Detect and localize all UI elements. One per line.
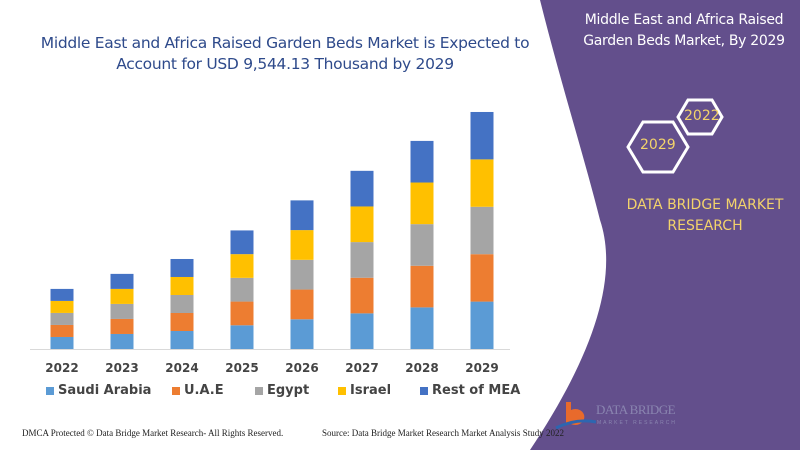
bar-segment-2027-israel xyxy=(350,206,374,243)
legend-item: Israel xyxy=(338,383,391,398)
hexagon-2022 xyxy=(676,98,724,136)
bar-segment-2029-u-a-e xyxy=(470,254,494,302)
bar-segment-2028-egypt xyxy=(410,224,434,266)
legend-swatch xyxy=(172,386,180,395)
bar-segment-2026-egypt xyxy=(290,259,314,290)
bar-segment-2023-israel xyxy=(110,288,134,304)
bar-segment-2024-saudi-arabia xyxy=(170,330,194,349)
bar-segment-2027-rest-of-mea xyxy=(350,170,374,207)
logo-subtext: MARKET RESEARCH xyxy=(597,420,677,426)
bar-segment-2024-israel xyxy=(170,276,194,295)
bar-segment-2024-u-a-e xyxy=(170,312,194,331)
bar-segment-2024-egypt xyxy=(170,294,194,313)
bar-segment-2023-rest-of-mea xyxy=(110,273,134,289)
bar-segment-2025-u-a-e xyxy=(230,301,254,326)
hex-label-2022: 2022 xyxy=(684,108,720,124)
bar-segment-2029-egypt xyxy=(470,206,494,255)
bar-segment-2025-rest-of-mea xyxy=(230,230,254,255)
side-panel-background xyxy=(530,0,800,450)
bar-segment-2023-u-a-e xyxy=(110,318,134,334)
legend-label: U.A.E xyxy=(184,383,224,398)
legend-label: Egypt xyxy=(267,383,310,398)
x-tick-label: 2026 xyxy=(285,361,318,375)
legend-item: Saudi Arabia xyxy=(46,383,151,398)
legend-swatch xyxy=(255,386,263,395)
brand-text: DATA BRIDGE MARKET RESEARCH xyxy=(626,197,784,234)
stacked-bar-chart: 2022 2023 2024 2025 2026 2027 2028 2029 xyxy=(30,111,510,375)
bar-segment-2027-egypt xyxy=(350,242,374,278)
x-tick-label: 2024 xyxy=(165,361,198,375)
x-tick-label: 2022 xyxy=(45,361,78,375)
bar-segment-2027-u-a-e xyxy=(350,277,374,314)
x-tick-label: 2025 xyxy=(225,361,258,375)
x-tick-label: 2028 xyxy=(405,361,438,375)
side-panel-title: Middle East and Africa Raised Garden Bed… xyxy=(583,12,785,49)
bar-segment-2029-rest-of-mea xyxy=(470,111,494,160)
bar-segment-2028-rest-of-mea xyxy=(410,140,434,183)
legend-swatch xyxy=(420,386,428,395)
bar-segment-2026-rest-of-mea xyxy=(290,200,314,231)
legend-label: Rest of MEA xyxy=(432,383,521,398)
bar-segment-2025-saudi-arabia xyxy=(230,325,254,349)
bar-segment-2026-israel xyxy=(290,230,314,260)
bar-segment-2022-saudi-arabia xyxy=(50,336,74,349)
logo-text: DATA BRIDGE xyxy=(596,402,676,417)
hex-label-2029: 2029 xyxy=(640,137,676,153)
hexagon-2029 xyxy=(626,120,690,174)
bar-segment-2022-israel xyxy=(50,300,74,313)
chart-title: Middle East and Africa Raised Garden Bed… xyxy=(40,34,530,73)
bar-segment-2026-saudi-arabia xyxy=(290,319,314,349)
legend-label: Saudi Arabia xyxy=(58,383,152,398)
x-tick-label: 2029 xyxy=(465,361,498,375)
bar-segment-2023-saudi-arabia xyxy=(110,333,134,349)
bar-segment-2029-israel xyxy=(470,159,494,207)
bar-segment-2023-egypt xyxy=(110,303,134,319)
footer-copyright: DMCA Protected © Data Bridge Market Rese… xyxy=(22,428,284,438)
x-tick-label: 2027 xyxy=(345,361,378,375)
bar-segment-2028-saudi-arabia xyxy=(410,307,434,349)
legend-label: Israel xyxy=(350,383,392,398)
legend-item: U.A.E xyxy=(172,383,224,398)
legend-swatch xyxy=(338,386,346,395)
logo-icon xyxy=(555,402,597,430)
legend-swatch xyxy=(46,386,54,395)
bar-segment-2022-u-a-e xyxy=(50,324,74,337)
bar-segment-2025-israel xyxy=(230,254,254,278)
bar-segment-2022-egypt xyxy=(50,312,74,325)
bar-segment-2028-israel xyxy=(410,182,434,225)
x-tick-label: 2023 xyxy=(105,361,138,375)
bar-segment-2024-rest-of-mea xyxy=(170,258,194,277)
bar-segment-2025-egypt xyxy=(230,277,254,302)
bar-segment-2028-u-a-e xyxy=(410,265,434,308)
bar-segment-2026-u-a-e xyxy=(290,289,314,320)
bar-segment-2027-saudi-arabia xyxy=(350,313,374,349)
bar-segment-2022-rest-of-mea xyxy=(50,288,74,301)
bar-segment-2029-saudi-arabia xyxy=(470,301,494,349)
footer-source: Source: Data Bridge Market Research Mark… xyxy=(322,428,564,438)
legend-item: Egypt xyxy=(255,383,309,398)
legend-item: Rest of MEA xyxy=(420,383,520,398)
